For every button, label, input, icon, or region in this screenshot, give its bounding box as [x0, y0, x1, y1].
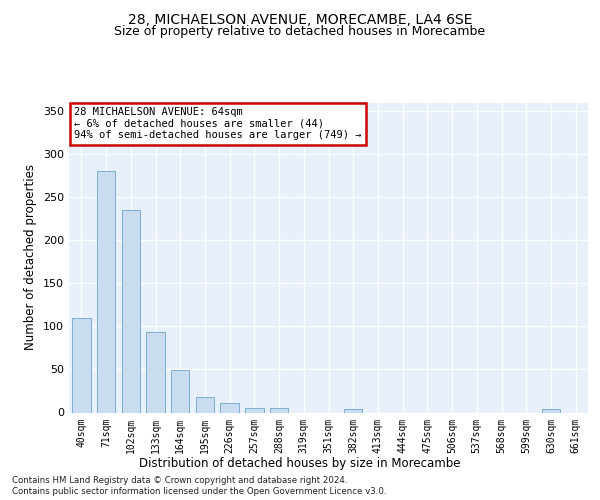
Text: 28 MICHAELSON AVENUE: 64sqm
← 6% of detached houses are smaller (44)
94% of semi: 28 MICHAELSON AVENUE: 64sqm ← 6% of deta… [74, 107, 362, 140]
Bar [542, 409, 560, 412]
Bar [344, 409, 362, 412]
Bar [146, 332, 165, 412]
Text: 28, MICHAELSON AVENUE, MORECAMBE, LA4 6SE: 28, MICHAELSON AVENUE, MORECAMBE, LA4 6S… [128, 12, 472, 26]
Text: Size of property relative to detached houses in Morecambe: Size of property relative to detached ho… [115, 25, 485, 38]
Text: Contains public sector information licensed under the Open Government Licence v3: Contains public sector information licen… [12, 488, 386, 496]
Text: Contains HM Land Registry data © Crown copyright and database right 2024.: Contains HM Land Registry data © Crown c… [12, 476, 347, 485]
Bar [97, 172, 115, 412]
Text: Distribution of detached houses by size in Morecambe: Distribution of detached houses by size … [139, 458, 461, 470]
Bar [245, 408, 263, 412]
Bar [220, 403, 239, 412]
Y-axis label: Number of detached properties: Number of detached properties [25, 164, 37, 350]
Bar [196, 397, 214, 412]
Bar [171, 370, 190, 412]
Bar [270, 408, 289, 412]
Bar [72, 318, 91, 412]
Bar [122, 210, 140, 412]
